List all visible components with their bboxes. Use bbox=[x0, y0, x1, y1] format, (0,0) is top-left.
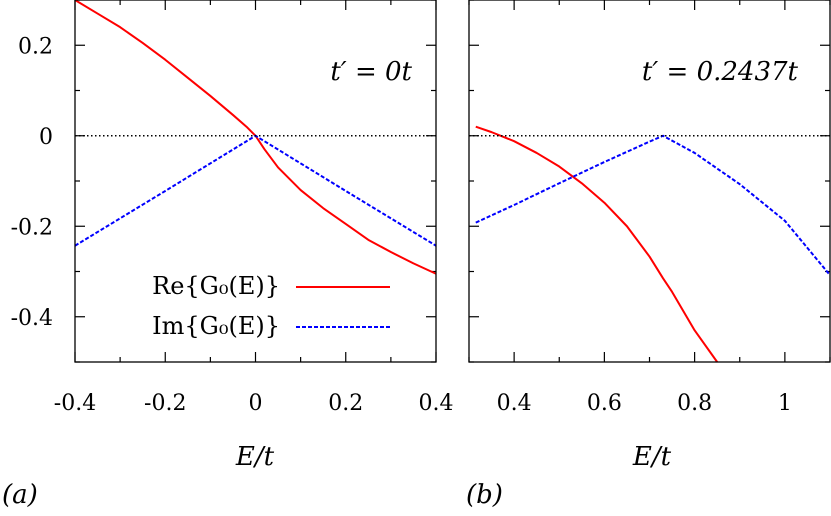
panel-b-xtick-label: 1 bbox=[778, 391, 792, 416]
panel-b-xtick-label: 0.8 bbox=[677, 391, 712, 416]
panel-b-ticks bbox=[468, 0, 831, 363]
panel-a-annotation: t′ = 0t bbox=[330, 57, 412, 87]
panel-b-tick-labels: 0.4 0.6 0.8 1 bbox=[497, 391, 792, 416]
panel-a-ytick-label: -0.4 bbox=[11, 306, 53, 331]
panel-a-frame bbox=[74, 0, 437, 363]
panel-b-xlabel: E/t bbox=[632, 442, 672, 472]
panel-a-xlabel: E/t bbox=[235, 442, 275, 472]
panel-a-xtick-label: 0.4 bbox=[419, 391, 454, 416]
panel-a-xtick-label: 0 bbox=[249, 391, 263, 416]
legend-im-label: Im{G₀(E)} bbox=[152, 312, 280, 340]
panel-a: -0.4 -0.2 0 0.2 0.4-0.4-0.200.2 t′ = 0t E/t … bbox=[2, 0, 454, 510]
panel-a-xtick-label: 0.2 bbox=[328, 391, 363, 416]
panel-a-series-im bbox=[74, 134, 437, 247]
panel-b: 0.4 0.6 0.8 1 t′ = 0.2437t E/t (b) bbox=[466, 0, 831, 510]
panel-b-label: (b) bbox=[466, 480, 503, 510]
panel-a-ytick-label: -0.2 bbox=[11, 215, 53, 240]
panel-b-xtick-label: 0.4 bbox=[497, 391, 532, 416]
panel-b-series-im bbox=[475, 134, 831, 276]
panel-a-tick-labels: -0.4 -0.2 0 0.2 0.4 -0.4 -0.2 0 0.2 bbox=[11, 34, 454, 416]
panel-a-series bbox=[74, 0, 437, 275]
panel-a-ytick-label: 0 bbox=[39, 125, 53, 150]
panel-b-series-re bbox=[475, 125, 719, 363]
panel-b-xtick-label: 0.6 bbox=[587, 391, 622, 416]
panel-a-label: (a) bbox=[2, 480, 38, 510]
panel-a-ytick-label: 0.2 bbox=[18, 34, 53, 59]
panel-b-series bbox=[469, 125, 831, 363]
panel-a-xtick-label: -0.2 bbox=[144, 391, 186, 416]
panel-a-ticks bbox=[74, 0, 437, 363]
legend: Re{G₀(E)} Im{G₀(E)} bbox=[152, 272, 390, 340]
panel-b-frame bbox=[468, 0, 831, 363]
panel-b-annotation: t′ = 0.2437t bbox=[642, 57, 799, 87]
panel-a-xtick-label: -0.4 bbox=[54, 391, 96, 416]
legend-re-label: Re{G₀(E)} bbox=[152, 272, 280, 300]
